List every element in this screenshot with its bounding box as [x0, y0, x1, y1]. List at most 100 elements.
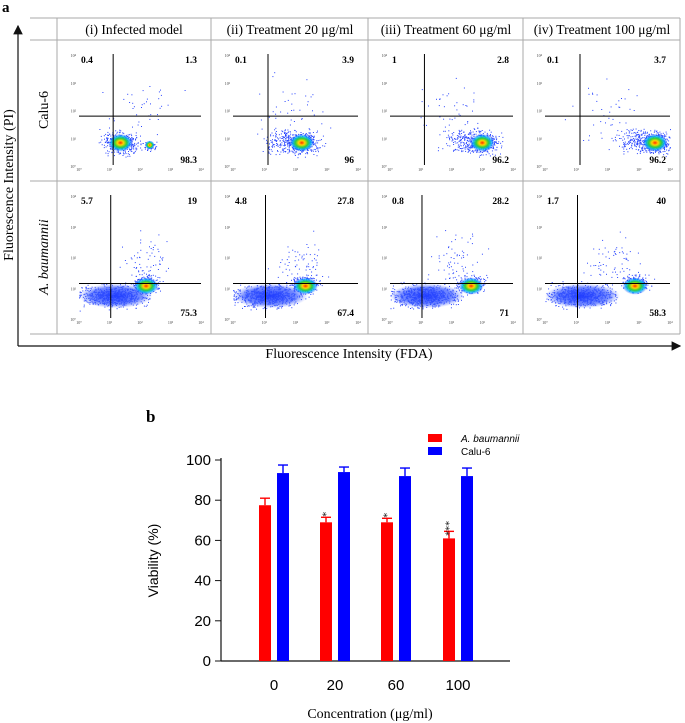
x-tick-label: 10⁴	[510, 320, 516, 325]
x-tick-label: 10⁴	[667, 320, 673, 325]
bar	[259, 505, 271, 661]
x-tick-label: 10²	[137, 320, 143, 325]
panel-a-label: a	[2, 0, 10, 16]
x-tick-label: 100	[445, 677, 470, 694]
x-tick-label: 10⁰	[76, 320, 82, 325]
quadrant-lower-right: 96	[345, 156, 355, 166]
y-tick-label: 10¹	[71, 136, 77, 141]
quadrant-lower-right: 75.3	[180, 309, 197, 319]
density-core	[293, 277, 318, 295]
y-tick-label: 10⁴	[537, 53, 543, 58]
x-tick-label: 10³	[168, 320, 174, 325]
y-tick-label: 10¹	[382, 136, 388, 141]
bar	[381, 522, 393, 661]
x-tick-label: 10⁰	[76, 167, 82, 172]
quadrant-upper-left: 0.8	[392, 197, 404, 207]
density-core	[133, 277, 159, 295]
column-header-1: (i) Infected model	[85, 22, 183, 37]
y-tick-label: 10⁴	[71, 53, 77, 58]
quadrant-upper-right: 27.8	[337, 197, 354, 207]
density-core	[642, 133, 668, 152]
x-tick-label: 10⁴	[355, 167, 361, 172]
quadrant-lower-right: 96.2	[492, 156, 509, 166]
density-band	[545, 283, 620, 309]
significance-marker: *	[321, 512, 332, 517]
y-tick-label: 10²	[71, 109, 77, 114]
density-core	[289, 133, 315, 152]
density-band	[233, 283, 308, 309]
y-tick-label: 10¹	[225, 286, 231, 291]
y-tick-label: 40	[194, 573, 211, 590]
y-tick-label: 10²	[537, 109, 543, 114]
quadrant-upper-right: 1.3	[185, 56, 197, 66]
y-tick-label: 10¹	[225, 136, 231, 141]
y-tick-label: 10³	[382, 81, 388, 86]
quadrant-upper-right: 40	[657, 197, 667, 207]
y-tick-label: 10⁴	[537, 194, 543, 199]
y-tick-label: 10²	[537, 256, 543, 261]
legend-label: Calu-6	[461, 447, 491, 458]
x-axis-label: Concentration (μg/ml)	[307, 707, 433, 722]
x-tick-label: 10²	[605, 167, 611, 172]
y-tick-label: 10⁴	[71, 194, 77, 199]
bar	[338, 472, 350, 661]
quadrant-upper-left: 1.7	[547, 197, 559, 207]
x-tick-label: 0	[270, 677, 278, 694]
y-tick-label: 10³	[225, 225, 231, 230]
quadrant-lower-right: 96.2	[649, 156, 666, 166]
y-tick-label: 10⁰	[536, 164, 542, 169]
legend-swatch	[428, 434, 442, 442]
row-label-calu6: Calu-6	[37, 91, 52, 129]
y-tick-label: 10²	[225, 256, 231, 261]
x-tick-label: 10¹	[107, 320, 113, 325]
y-tick-label: 10³	[225, 81, 231, 86]
density-core	[108, 133, 133, 152]
x-tick-label: 10⁰	[230, 320, 236, 325]
flow-grid	[30, 17, 681, 335]
y-tick-label: 10³	[71, 225, 77, 230]
quadrant-lower-right: 98.3	[180, 156, 197, 166]
x-tick-label: 10²	[449, 320, 455, 325]
x-tick-label: 10¹	[262, 320, 268, 325]
x-tick-label: 10³	[480, 320, 486, 325]
y-tick-label: 0	[203, 653, 211, 670]
y-tick-label: 10⁰	[224, 317, 230, 322]
x-tick-label: 10⁰	[542, 167, 548, 172]
y-tick-label: 10³	[537, 225, 543, 230]
legend-swatch	[428, 447, 442, 455]
x-tick-label: 10¹	[107, 167, 113, 172]
y-tick-label: 20	[194, 613, 211, 630]
quadrant-lower-right: 58.3	[649, 309, 666, 319]
x-tick-label: 10⁰	[387, 167, 393, 172]
x-tick-label: 10³	[324, 167, 330, 172]
column-header-3: (iii) Treatment 60 μg/ml	[381, 22, 512, 37]
x-tick-label: 10⁴	[667, 167, 673, 172]
y-tick-label: 10¹	[537, 136, 543, 141]
quadrant-lower-right: 71	[500, 309, 510, 319]
y-tick-label: 10¹	[537, 286, 543, 291]
quadrant-upper-right: 19	[188, 197, 198, 207]
y-tick-label: 80	[194, 492, 211, 509]
x-tick-label: 10¹	[418, 167, 424, 172]
row-label-abaumannii: A. baumannii	[37, 219, 52, 296]
y-tick-label: 10²	[382, 256, 388, 261]
y-tick-label: 10²	[225, 109, 231, 114]
x-tick-label: 10¹	[574, 320, 580, 325]
quadrant-upper-left: 0.1	[547, 56, 559, 66]
y-tick-label: 10⁰	[224, 164, 230, 169]
significance-marker: *	[382, 513, 393, 518]
x-tick-label: 10³	[636, 320, 642, 325]
y-tick-label: 10⁰	[536, 317, 542, 322]
y-tick-label: 10¹	[382, 286, 388, 291]
quadrant-upper-left: 1	[392, 56, 397, 66]
y-tick-label: 10⁴	[225, 53, 231, 58]
density-band	[390, 283, 464, 309]
y-tick-label: 100	[186, 452, 211, 469]
x-tick-label: 10¹	[574, 167, 580, 172]
bar	[443, 538, 455, 661]
